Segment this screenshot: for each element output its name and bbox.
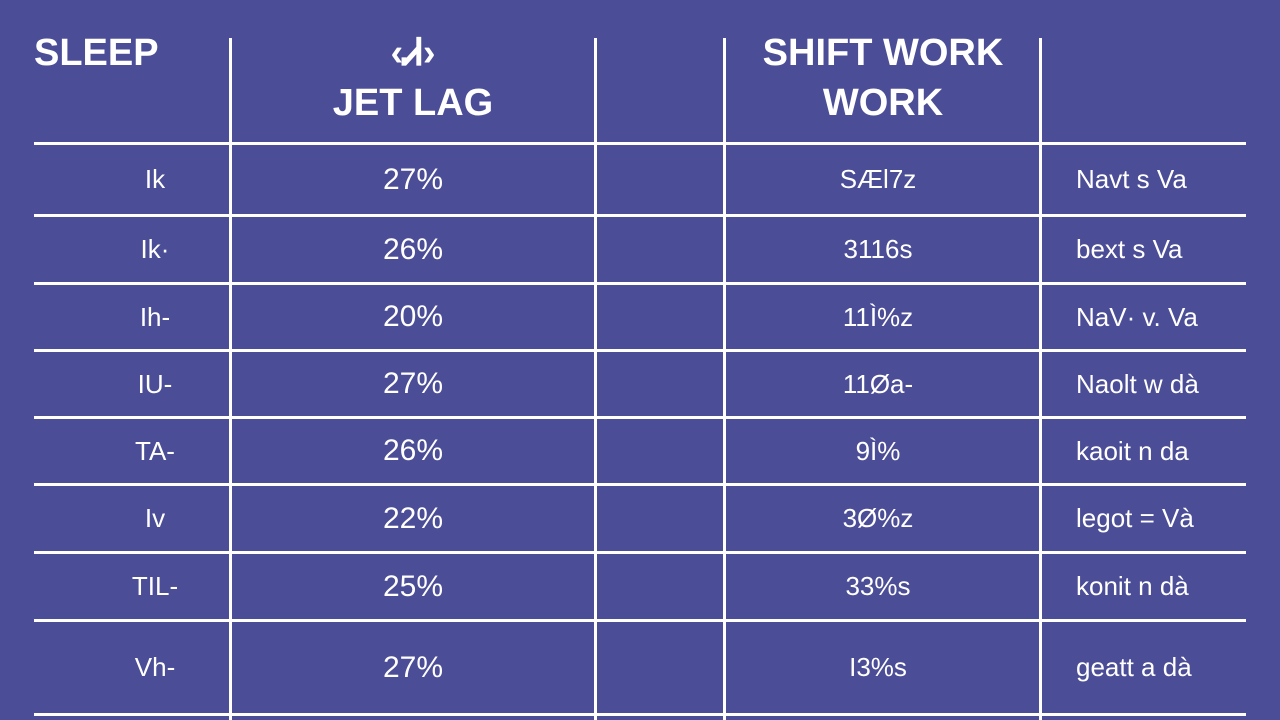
cell-label: Ih- xyxy=(139,301,171,332)
cell-jet-lag: 26% xyxy=(382,434,444,467)
cell-shift-work: I3%s xyxy=(849,652,907,682)
row-divider xyxy=(34,483,1246,486)
row-divider xyxy=(34,713,1246,716)
cell-blank xyxy=(597,217,723,282)
cell-jet-lag: 27% xyxy=(382,367,444,400)
cell-jet-lag: 25% xyxy=(382,569,444,603)
cell-jet-lag: 27% xyxy=(382,650,444,684)
cell-shift-work: 11Ì%z xyxy=(842,301,914,332)
cell-label: TA- xyxy=(135,435,175,466)
cell-blank xyxy=(597,419,723,483)
cell-shift-work: SÆl7z xyxy=(839,164,917,194)
cell-label: Ik xyxy=(144,164,166,194)
cell-blank xyxy=(597,486,723,551)
cell-shift-work: 33%s xyxy=(845,571,911,601)
cell-note: legot = Và xyxy=(1076,503,1194,533)
cell-note: Navt s Va xyxy=(1076,164,1187,194)
cell-blank xyxy=(597,554,723,619)
header-jet-lag-symbol: ‹Ꮧ› xyxy=(390,32,436,74)
row-divider xyxy=(34,282,1246,285)
column-divider-3 xyxy=(723,38,726,720)
cell-jet-lag: 26% xyxy=(382,232,444,266)
cell-blank xyxy=(597,285,723,349)
row-divider xyxy=(34,214,1246,217)
column-divider-1 xyxy=(229,38,232,720)
cell-note: Naolt w dà xyxy=(1076,368,1199,399)
cell-note: geatt a dà xyxy=(1076,652,1192,682)
cell-blank xyxy=(597,352,723,416)
header-rule xyxy=(34,142,1246,145)
cell-jet-lag: 22% xyxy=(382,501,444,535)
row-divider xyxy=(34,349,1246,352)
cell-note: bext s Va xyxy=(1076,234,1183,264)
cell-label: TIL- xyxy=(131,571,179,601)
header-sleep: SLEEP xyxy=(34,32,159,74)
cell-shift-work: 11Øa- xyxy=(842,368,914,399)
row-divider xyxy=(34,416,1246,419)
cell-note: NaV· v. Va xyxy=(1076,301,1198,332)
cell-shift-work: 3Ø%z xyxy=(842,503,914,533)
column-divider-4 xyxy=(1039,38,1042,720)
column-divider-2 xyxy=(594,38,597,720)
cell-label: Ik· xyxy=(140,234,170,264)
cell-label: IU- xyxy=(137,368,173,399)
row-divider xyxy=(34,619,1246,622)
row-divider xyxy=(34,551,1246,554)
cell-shift-work: 3116s xyxy=(843,234,913,264)
cell-blank xyxy=(597,622,723,713)
cell-note: konit n dà xyxy=(1076,571,1189,601)
cell-jet-lag: 27% xyxy=(382,162,444,196)
cell-shift-work: 9Ì% xyxy=(855,435,901,466)
cell-blank xyxy=(597,145,723,214)
cell-jet-lag: 20% xyxy=(382,300,444,333)
header-shift-work-line1: SHIFT WORK xyxy=(762,32,1004,74)
header-shift-work: SHIFT WORK WORK xyxy=(727,28,1039,128)
header-jet-lag-label: JET LAG xyxy=(332,82,494,124)
header-shift-work-line2: WORK xyxy=(822,82,944,124)
header-jet-lag: ‹Ꮧ› JET LAG xyxy=(232,28,594,128)
cell-label: Vh- xyxy=(134,652,176,682)
cell-label: Iv xyxy=(144,503,166,533)
cell-note: kaoit n da xyxy=(1076,435,1189,466)
